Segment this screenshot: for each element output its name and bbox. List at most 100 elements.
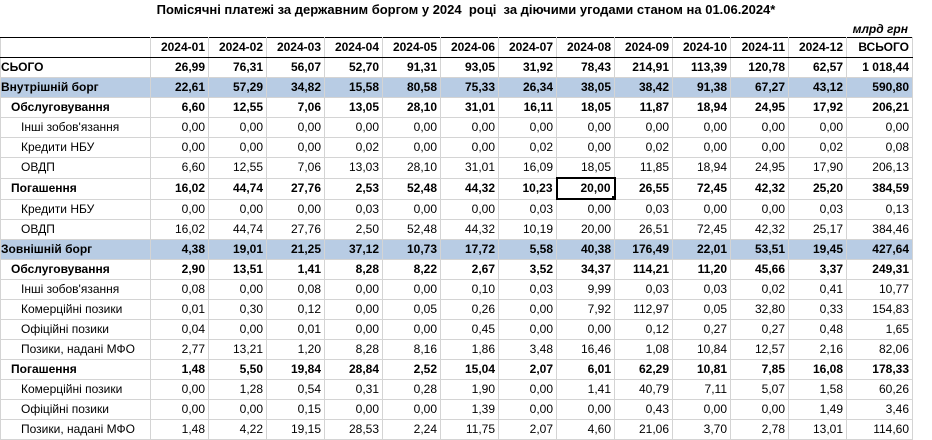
value-cell[interactable]: 120,78	[730, 57, 789, 78]
value-cell[interactable]: 13,51	[208, 259, 267, 280]
total-cell[interactable]: 249,31	[846, 259, 913, 280]
value-cell[interactable]: 28,10	[382, 157, 441, 179]
value-cell[interactable]: 0,00	[556, 137, 615, 158]
value-cell[interactable]: 113,39	[672, 57, 731, 78]
value-cell[interactable]: 1,39	[440, 399, 499, 420]
value-cell[interactable]: 0,00	[788, 117, 847, 138]
value-cell[interactable]: 72,45	[672, 219, 731, 240]
value-cell[interactable]: 0,00	[150, 379, 209, 400]
row-label-cell[interactable]: Позики, надані МФО	[0, 419, 151, 440]
value-cell[interactable]: 112,97	[614, 299, 673, 320]
col-header[interactable]: 2024-12	[788, 37, 847, 58]
value-cell[interactable]: 2,52	[382, 359, 441, 380]
value-cell[interactable]: 0,41	[788, 279, 847, 300]
value-cell[interactable]: 0,00	[150, 117, 209, 138]
value-cell[interactable]: 15,58	[324, 77, 383, 98]
value-cell[interactable]: 21,06	[614, 419, 673, 440]
value-cell[interactable]: 16,08	[788, 359, 847, 380]
value-cell[interactable]: 0,00	[266, 117, 325, 138]
value-cell[interactable]: 0,04	[150, 319, 209, 340]
row-label-cell[interactable]: Обслуговування	[0, 97, 151, 118]
value-cell[interactable]: 78,43	[556, 57, 615, 78]
value-cell[interactable]: 0,00	[208, 399, 267, 420]
value-cell[interactable]: 0,00	[672, 137, 731, 158]
value-cell[interactable]: 12,57	[730, 339, 789, 360]
value-cell[interactable]: 22,01	[672, 239, 731, 260]
col-header[interactable]: 2024-11	[730, 37, 789, 58]
value-cell[interactable]: 0,26	[440, 299, 499, 320]
value-cell[interactable]: 31,92	[498, 57, 557, 78]
row-label-cell[interactable]: Позики, надані МФО	[0, 339, 151, 360]
value-cell[interactable]: 19,01	[208, 239, 267, 260]
value-cell[interactable]: 0,00	[498, 379, 557, 400]
value-cell[interactable]: 11,85	[614, 157, 673, 179]
value-cell[interactable]: 16,02	[150, 177, 209, 200]
value-cell[interactable]: 44,32	[440, 177, 499, 200]
value-cell[interactable]: 0,00	[266, 137, 325, 158]
col-header[interactable]: 2024-05	[382, 37, 441, 58]
value-cell[interactable]: 0,12	[266, 299, 325, 320]
value-cell[interactable]: 0,00	[324, 117, 383, 138]
value-cell[interactable]: 12,55	[208, 97, 267, 118]
total-cell[interactable]: 0,13	[846, 198, 913, 220]
value-cell[interactable]: 5,58	[498, 239, 557, 260]
value-cell[interactable]: 5,50	[208, 359, 267, 380]
col-header[interactable]: 2024-01	[150, 37, 209, 58]
value-cell[interactable]: 0,00	[672, 117, 731, 138]
total-cell[interactable]: 427,64	[846, 239, 913, 260]
col-header[interactable]: 2024-07	[498, 37, 557, 58]
value-cell[interactable]: 0,28	[382, 379, 441, 400]
value-cell[interactable]: 6,60	[150, 97, 209, 118]
total-cell[interactable]: 3,46	[846, 399, 913, 420]
value-cell[interactable]: 11,87	[614, 97, 673, 118]
total-cell[interactable]: 384,46	[846, 219, 913, 240]
value-cell[interactable]: 0,00	[556, 117, 615, 138]
value-cell[interactable]: 13,21	[208, 339, 267, 360]
value-cell[interactable]: 4,38	[150, 239, 209, 260]
value-cell[interactable]: 53,51	[730, 239, 789, 260]
value-cell[interactable]: 0,48	[788, 319, 847, 340]
value-cell[interactable]: 3,70	[672, 419, 731, 440]
value-cell[interactable]: 0,15	[266, 399, 325, 420]
value-cell[interactable]: 40,38	[556, 239, 615, 260]
value-cell[interactable]: 10,84	[672, 339, 731, 360]
corner-cell[interactable]	[0, 37, 151, 58]
value-cell[interactable]: 0,03	[614, 198, 673, 220]
value-cell[interactable]: 10,81	[672, 359, 731, 380]
total-cell[interactable]: 82,06	[846, 339, 913, 360]
value-cell[interactable]: 1,48	[150, 419, 209, 440]
value-cell[interactable]: 16,02	[150, 219, 209, 240]
row-label-cell[interactable]: Інші зобов'язання	[0, 117, 151, 138]
value-cell[interactable]: 0,43	[614, 399, 673, 420]
value-cell[interactable]: 18,94	[672, 97, 731, 118]
value-cell[interactable]: 0,02	[730, 279, 789, 300]
value-cell[interactable]: 32,80	[730, 299, 789, 320]
value-cell[interactable]: 0,02	[324, 137, 383, 158]
value-cell[interactable]: 0,45	[440, 319, 499, 340]
value-cell[interactable]: 25,17	[788, 219, 847, 240]
value-cell[interactable]: 19,15	[266, 419, 325, 440]
value-cell[interactable]: 18,94	[672, 157, 731, 179]
value-cell[interactable]: 0,03	[614, 279, 673, 300]
value-cell[interactable]: 26,51	[614, 219, 673, 240]
value-cell[interactable]: 8,28	[324, 259, 383, 280]
value-cell[interactable]: 0,00	[382, 319, 441, 340]
value-cell[interactable]: 72,45	[672, 177, 731, 200]
value-cell[interactable]: 17,90	[788, 157, 847, 179]
value-cell[interactable]: 0,01	[266, 319, 325, 340]
row-label-cell[interactable]: Комерційні позики	[0, 299, 151, 320]
row-label-cell[interactable]: Кредити НБУ	[0, 137, 151, 158]
value-cell[interactable]: 0,00	[382, 137, 441, 158]
value-cell[interactable]: 0,30	[208, 299, 267, 320]
value-cell[interactable]: 21,25	[266, 239, 325, 260]
col-header[interactable]: ВСЬОГО	[846, 37, 913, 58]
value-cell[interactable]: 1,90	[440, 379, 499, 400]
value-cell[interactable]: 67,27	[730, 77, 789, 98]
value-cell[interactable]: 0,00	[324, 299, 383, 320]
value-cell[interactable]: 26,99	[150, 57, 209, 78]
value-cell[interactable]: 10,23	[498, 177, 557, 200]
value-cell[interactable]: 0,00	[498, 117, 557, 138]
col-header[interactable]: 2024-03	[266, 37, 325, 58]
value-cell[interactable]: 62,29	[614, 359, 673, 380]
value-cell[interactable]: 0,03	[672, 279, 731, 300]
